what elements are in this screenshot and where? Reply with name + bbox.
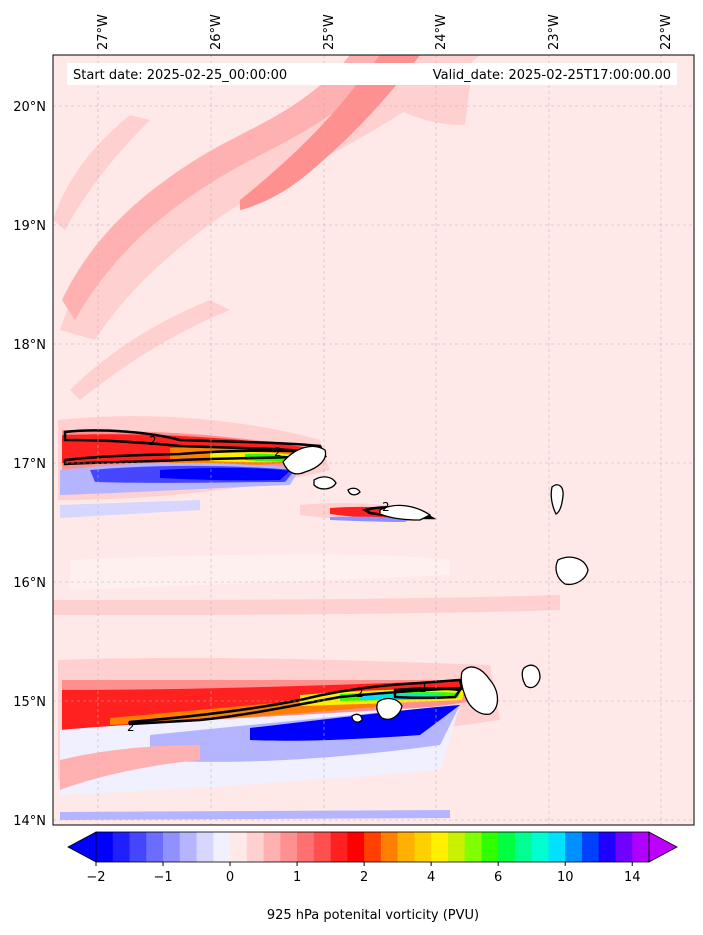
colorbar-bin: [347, 832, 365, 862]
header-box: [67, 63, 677, 85]
colorbar-tick-label: −1: [153, 870, 172, 885]
colorbar-bin: [246, 832, 265, 862]
contour-labels: 2 2 2 2 2 2: [127, 434, 427, 734]
colorbar-tick-label: −2: [86, 870, 105, 885]
colorbar-bin: [163, 832, 181, 862]
colorbar-bin: [280, 832, 298, 862]
colorbar-bin: [213, 832, 231, 862]
colorbar-bin: [179, 832, 198, 862]
valid-date-label: Valid_date: 2025-02-25T17:00:00.00: [433, 68, 671, 83]
pv-field: [53, 55, 694, 825]
lon-tick-labels: 27°W 26°W 25°W 24°W 23°W 22°W: [96, 14, 674, 50]
island-brava: [351, 713, 363, 723]
colorbar-bin: [481, 832, 499, 862]
colorbar-bin: [581, 832, 600, 862]
colorbar-bin: [263, 832, 281, 862]
colorbar-bin: [531, 832, 549, 862]
colorbar-bin: [146, 832, 164, 862]
lon-tick-label: 26°W: [209, 14, 224, 50]
colorbar-label: 925 hPa potenital vorticity (PVU): [267, 908, 479, 923]
colorbar-bin: [431, 832, 449, 862]
island-sal: [550, 484, 564, 515]
colorbar-bin: [397, 832, 415, 862]
lon-tick-label: 27°W: [96, 14, 111, 50]
colorbar-bin: [313, 832, 332, 862]
contour-label: 2: [356, 686, 364, 700]
contour-label: 2: [382, 500, 390, 514]
lat-tick-label: 18°N: [13, 338, 46, 353]
colorbar-bin: [297, 832, 315, 862]
colorbar-bin: [447, 832, 466, 862]
lon-tick-label: 24°W: [434, 14, 449, 50]
lat-tick-label: 14°N: [13, 814, 46, 829]
colorbar-tick-label: 0: [226, 870, 234, 885]
colorbar-bin: [565, 832, 583, 862]
colorbar-bin: [196, 832, 214, 862]
colorbar-tick-label: 6: [494, 870, 502, 885]
graticule: [53, 55, 694, 825]
lat-tick-label: 19°N: [13, 219, 46, 234]
colorbar-bin: [615, 832, 633, 862]
island-sao-vicente: [313, 476, 337, 490]
island-santiago: [460, 666, 499, 715]
colorbar-bin: [498, 832, 516, 862]
lat-tick-label: 16°N: [13, 576, 46, 591]
lat-tick-label: 17°N: [13, 457, 46, 472]
colorbar-frame: [95, 831, 650, 863]
map-frame: [52, 54, 695, 826]
lat-tick-label: 20°N: [13, 100, 46, 115]
colorbar-bin: [364, 832, 382, 862]
start-date-label: Start date: 2025-02-25_00:00:00: [73, 68, 287, 83]
colorbar-bin: [380, 832, 399, 862]
colorbar-tick-label: 10: [557, 870, 574, 885]
colorbar-tick-label: 14: [624, 870, 641, 885]
contour-label: 2: [127, 720, 135, 734]
colorbar-bin: [129, 832, 147, 862]
colorbar-tick-labels: −2 −1 0 1 2 4 6 10 14: [86, 862, 641, 885]
colorbar-under-arrow: [67, 831, 97, 863]
lon-tick-label: 23°W: [547, 14, 562, 50]
colorbar-tick-label: 1: [293, 870, 301, 885]
colorbar-bins: [96, 832, 650, 862]
colorbar-bin: [632, 832, 650, 862]
contour-label: 2: [419, 681, 427, 695]
island-boa-vista: [555, 556, 589, 586]
contour-label: 2: [274, 445, 282, 459]
colorbar-bin: [96, 832, 114, 862]
colorbar-bin: [330, 832, 348, 862]
colorbar-bin: [514, 832, 533, 862]
lat-tick-labels: 20°N 19°N 18°N 17°N 16°N 15°N 14°N: [13, 100, 46, 829]
island-maio: [521, 664, 541, 689]
colorbar-bin: [464, 832, 482, 862]
colorbar-bin: [230, 832, 248, 862]
lon-tick-label: 25°W: [322, 14, 337, 50]
colorbar-over-arrow: [648, 831, 678, 863]
colorbar-bin: [414, 832, 432, 862]
colorbar-bin: [598, 832, 616, 862]
island-sao-nicolau: [379, 504, 432, 521]
island-fogo: [376, 697, 403, 720]
lon-tick-label: 22°W: [659, 14, 674, 50]
colorbar-tick-label: 2: [360, 870, 368, 885]
colorbar-bin: [112, 832, 131, 862]
lat-tick-label: 15°N: [13, 695, 46, 710]
colorbar-bin: [548, 832, 566, 862]
colorbar-tick-label: 4: [427, 870, 435, 885]
island-santa-luzia: [347, 487, 361, 496]
contour-label: 2: [149, 434, 157, 448]
colorbar: −2 −1 0 1 2 4 6 10 14: [67, 831, 678, 885]
